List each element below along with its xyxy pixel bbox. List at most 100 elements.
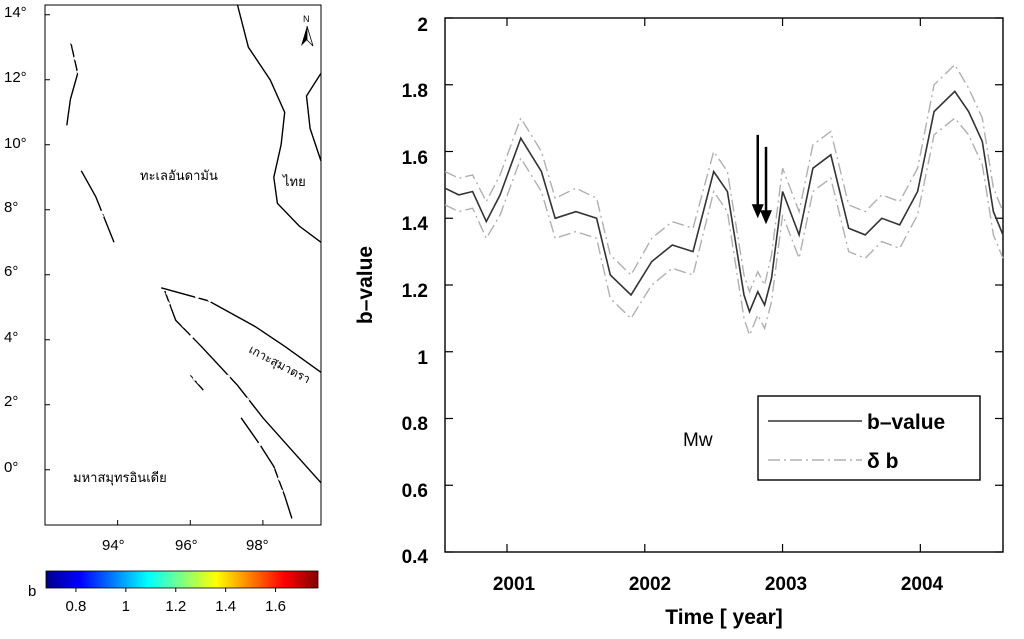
coastline-segment <box>66 40 79 126</box>
epicenter-dot <box>202 357 208 363</box>
epicenter-dot <box>218 385 224 391</box>
epicenter-dot <box>277 363 283 369</box>
epicenter-dot <box>146 296 152 302</box>
epicenter-dot <box>270 391 276 397</box>
map-ticks <box>45 14 264 525</box>
epicenter-dot <box>210 370 216 376</box>
epicenter-dot <box>73 55 79 61</box>
epicenter-dot <box>98 41 104 47</box>
colorbar-tick-label: 1 <box>122 598 130 615</box>
coastline-segment <box>189 375 206 393</box>
epicenter-dot <box>228 387 234 393</box>
b-value-time-series-chart: Mw b–value δ b 2 1.8 1.6 1.4 1.2 1 0.8 0… <box>354 15 1004 629</box>
epicenter-dot <box>144 71 150 77</box>
epicenter-dot <box>106 56 112 62</box>
arrow-head-icon <box>751 204 764 219</box>
epicenter-dot <box>256 460 262 466</box>
epicenter-dot <box>253 478 259 484</box>
epicenter-dot <box>103 172 109 178</box>
epicenter-dot <box>205 323 211 329</box>
epicenter-dot <box>204 302 210 308</box>
epicenter-dot <box>275 374 281 380</box>
epicenter-dot <box>99 213 105 219</box>
x-tick-label: 2002 <box>629 574 671 595</box>
series-line-delta-b <box>444 63 1004 294</box>
epicenter-dot <box>65 66 71 72</box>
epicenter-dot <box>118 249 124 255</box>
lat-tick-label: 0° <box>4 459 18 476</box>
epicenter-dot <box>172 376 178 382</box>
coastline-segment <box>240 417 293 519</box>
lon-tick-label: 98° <box>246 537 269 554</box>
epicenter-dot <box>166 404 172 410</box>
colorbar-label: b <box>28 583 36 600</box>
epicenter-dot <box>110 283 116 289</box>
earthquake-epicenters <box>65 19 284 502</box>
epicenter-dot <box>165 290 171 296</box>
epicenter-dot <box>210 388 216 394</box>
epicenter-dot <box>190 396 196 402</box>
epicenter-dot <box>278 449 284 455</box>
epicenter-dot <box>77 25 83 31</box>
epicenter-dot <box>113 278 119 284</box>
epicenter-dot <box>176 302 182 308</box>
epicenter-dot <box>210 395 216 401</box>
epicenter-dot <box>89 21 95 27</box>
lat-tick-label: 8° <box>4 199 18 216</box>
epicenter-dot <box>229 353 235 359</box>
epicenter-dot <box>103 52 109 58</box>
epicenter-dot <box>175 395 181 401</box>
epicenter-dot <box>103 183 109 189</box>
epicenter-dot <box>186 387 192 393</box>
epicenter-dot <box>182 377 188 383</box>
epicenter-dot <box>131 239 137 245</box>
epicenter-dot <box>207 396 213 402</box>
epicenter-dot <box>195 330 201 336</box>
epicenter-dot <box>161 65 167 71</box>
series-line-b-value <box>444 90 1004 314</box>
epicenter-dot <box>117 173 123 179</box>
epicenter-dot <box>160 71 166 77</box>
epicenter-dot <box>104 48 110 54</box>
epicenter-dot <box>87 74 93 80</box>
coastline-segment <box>161 287 322 373</box>
epicenter-dot <box>103 203 109 209</box>
epicenter-dot <box>230 398 236 404</box>
epicenter-dot <box>181 323 187 329</box>
coastline <box>66 4 322 519</box>
epicenter-dot <box>139 270 145 276</box>
epicenter-dot <box>99 64 105 70</box>
epicenter-dot <box>84 19 90 25</box>
epicenter-dot <box>96 58 102 64</box>
epicenter-dot <box>196 379 202 385</box>
chart-series <box>444 63 1004 338</box>
epicenter-dot <box>225 374 231 380</box>
andaman-sea-label: ทะเลอันดามัน <box>140 168 218 183</box>
epicenter-dot <box>244 397 250 403</box>
epicenter-dot <box>251 399 257 405</box>
epicenter-dot <box>161 297 167 303</box>
epicenter-dot <box>263 480 269 486</box>
axis-ticks <box>445 17 1003 553</box>
epicenter-dot <box>167 372 173 378</box>
epicenter-dot <box>160 43 166 49</box>
epicenter-dot <box>188 364 194 370</box>
epicenter-dot <box>76 69 82 75</box>
lat-tick-label: 4° <box>4 329 18 346</box>
epicenter-dot <box>277 402 283 408</box>
arrow-head-icon <box>760 210 773 225</box>
epicenter-dot <box>212 404 218 410</box>
epicenter-dot <box>84 53 90 59</box>
epicenter-dot <box>144 278 150 284</box>
epicenter-dot <box>202 388 208 394</box>
epicenter-dot <box>249 371 255 377</box>
epicenter-dot <box>129 285 135 291</box>
epicenter-dot <box>113 168 119 174</box>
epicenter-dot <box>187 375 193 381</box>
epicenter-dot <box>100 209 106 215</box>
epicenter-dot <box>107 269 113 275</box>
coastline-segment <box>80 170 115 243</box>
epicenter-dot <box>268 374 274 380</box>
x-tick-label: 2001 <box>493 574 536 595</box>
